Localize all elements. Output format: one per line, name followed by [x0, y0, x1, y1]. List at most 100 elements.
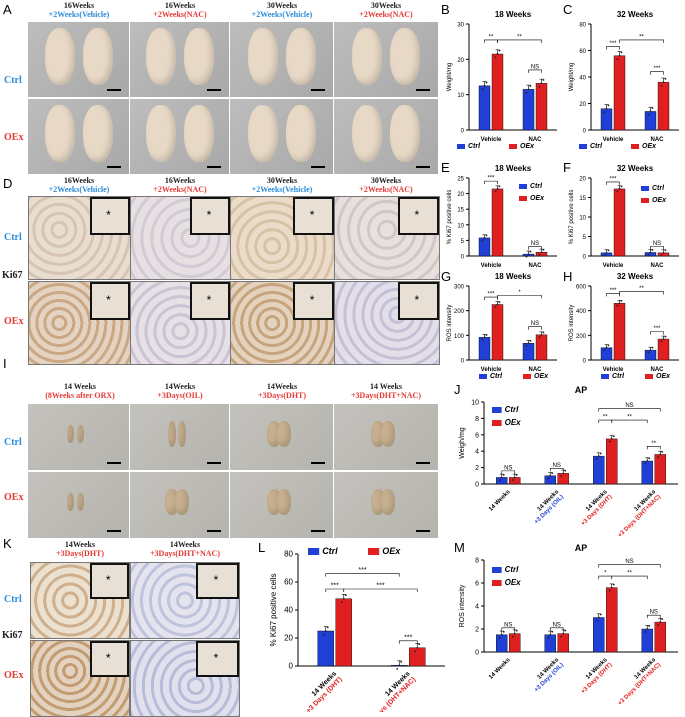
significance-label: ** [489, 34, 494, 40]
chart-panel-f: 32 Weeks 0 5 10 15 20 % Ki67 positive cells Veh… [569, 164, 679, 269]
significance-bracket [497, 39, 542, 43]
panel-label-h: H [563, 269, 573, 284]
row-label-ctrl-i: Ctrl [4, 437, 22, 448]
legend-label-oex: OEx [382, 546, 401, 556]
tissue-photo [130, 22, 229, 97]
inset-zoom: * [190, 197, 230, 236]
significance-label: NS [531, 64, 539, 70]
bar-oex [557, 473, 569, 485]
data-point [607, 344, 610, 347]
data-point [659, 621, 662, 623]
significance-bracket [549, 468, 564, 472]
significance-bracket [606, 46, 620, 50]
row-label-oex-a: OEx [4, 132, 24, 143]
chart-panel-b: 18 Weeks 0 10 20 30 Weight/mg Vehicle NAC ** ** NS… [447, 10, 557, 150]
data-point [525, 91, 528, 94]
category-label: 14 Weeks+3 Days (DHT) [576, 489, 615, 528]
histology-image: * [230, 196, 335, 280]
row-label-ctrl-d: Ctrl [4, 232, 22, 243]
data-point [540, 82, 543, 85]
data-point [481, 239, 484, 242]
panel-i-header-2: 14Weeks +3Days(OIL) [157, 382, 203, 400]
data-point [608, 440, 611, 443]
prostate-lobe [177, 421, 186, 447]
inset-zoom: * [89, 641, 129, 677]
histology-image: * [28, 196, 131, 280]
data-point [644, 462, 647, 465]
data-point [603, 254, 606, 257]
category-label: 14 Weeks+3 Days (OIL) [529, 489, 566, 526]
asterisk-marker: * [213, 572, 219, 587]
bar-oex [335, 598, 352, 667]
legend-swatch-ctrl [519, 184, 527, 189]
chart-title: AP [575, 385, 588, 395]
legend-swatch-ctrl [492, 567, 502, 573]
legend-label-oex: OEx [530, 195, 545, 202]
prostate-lobe [167, 421, 176, 447]
row-label-ki67-d: Ki67 [2, 270, 23, 281]
data-point [646, 628, 649, 630]
y-tick-label: 15 [457, 208, 464, 214]
scale-bar [207, 462, 221, 464]
y-tick-label: 40 [579, 76, 586, 82]
panel-label-i: I [3, 356, 7, 371]
data-point [562, 472, 565, 475]
category-label-line: NAC [651, 137, 665, 143]
panel-i-header-4: 14 Weeks +3Days(DHT+NAC) [350, 382, 421, 400]
data-point [400, 660, 403, 663]
significance-bracket [619, 291, 664, 295]
significance-bracket [484, 296, 498, 301]
y-tick-label: 0 [461, 255, 465, 261]
legend-label-ctrl: Ctrl [322, 546, 338, 556]
data-point [603, 111, 606, 114]
panel-a-header-4: 30Weeks +2Weeks(NAC) [359, 1, 413, 19]
data-point [651, 249, 654, 251]
data-point [481, 88, 484, 91]
data-point [646, 460, 649, 462]
data-point [538, 253, 541, 256]
data-point [564, 629, 567, 632]
data-point [529, 339, 532, 342]
data-point [664, 78, 667, 80]
prostate-lobe [247, 28, 278, 85]
bar-ctrl [593, 617, 605, 653]
data-point [605, 346, 608, 349]
data-point [324, 630, 327, 632]
prostate-lobe [145, 105, 176, 162]
row-label-ctrl-k: Ctrl [4, 594, 22, 605]
chart-title: 18 Weeks [495, 272, 532, 281]
panel-d-header-4: 30Weeks +2Weeks(NAC) [359, 176, 413, 194]
data-point [322, 633, 325, 636]
panel-label-d: D [3, 176, 13, 191]
panel-label-g: G [441, 269, 452, 284]
y-tick-label: 0 [475, 650, 479, 657]
legend-swatch-oex [368, 548, 380, 555]
y-tick-label: 80 [579, 23, 586, 29]
tissue-photo [28, 99, 129, 174]
scale-bar [207, 89, 221, 91]
y-axis-label: ROS intensity [447, 305, 453, 342]
legend-label-oex: OEx [656, 373, 671, 380]
bar-oex [654, 621, 666, 653]
data-point [607, 249, 610, 252]
data-point [605, 107, 608, 110]
prostate-lobe [183, 105, 214, 162]
legend-swatch-oex [509, 144, 517, 149]
significance-label: *** [609, 41, 617, 47]
bar-ctrl [522, 343, 535, 361]
bar-ctrl [544, 634, 556, 653]
data-point [551, 630, 554, 633]
category-label-line: Vehicle [603, 137, 624, 143]
legend-swatch-ctrl [492, 407, 502, 413]
y-tick-label: 10 [457, 223, 464, 229]
prostate-lobe [174, 489, 189, 515]
bar-oex [606, 587, 618, 653]
significance-bracket [650, 331, 664, 335]
bar-ctrl [522, 89, 535, 131]
data-point [605, 251, 608, 254]
legend-swatch-ctrl [579, 144, 587, 149]
y-axis-label: % Ki67 positive cells [269, 574, 278, 647]
data-point [525, 344, 528, 347]
data-point [515, 473, 518, 476]
legend-swatch-ctrl [479, 374, 487, 379]
